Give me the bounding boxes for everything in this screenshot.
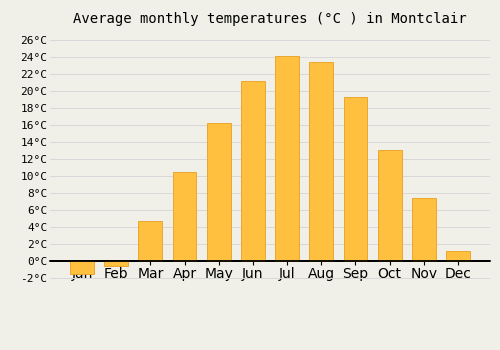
Bar xyxy=(104,261,128,266)
Bar xyxy=(378,150,402,261)
Bar xyxy=(446,251,470,261)
Bar xyxy=(344,97,367,261)
Bar xyxy=(138,222,162,261)
Title: Average monthly temperatures (°C ) in Montclair: Average monthly temperatures (°C ) in Mo… xyxy=(73,12,467,26)
Bar xyxy=(172,172,197,261)
Bar xyxy=(310,62,333,261)
Bar xyxy=(241,81,265,261)
Bar xyxy=(275,56,299,261)
Bar xyxy=(207,124,231,261)
Bar xyxy=(70,261,94,274)
Bar xyxy=(412,197,436,261)
